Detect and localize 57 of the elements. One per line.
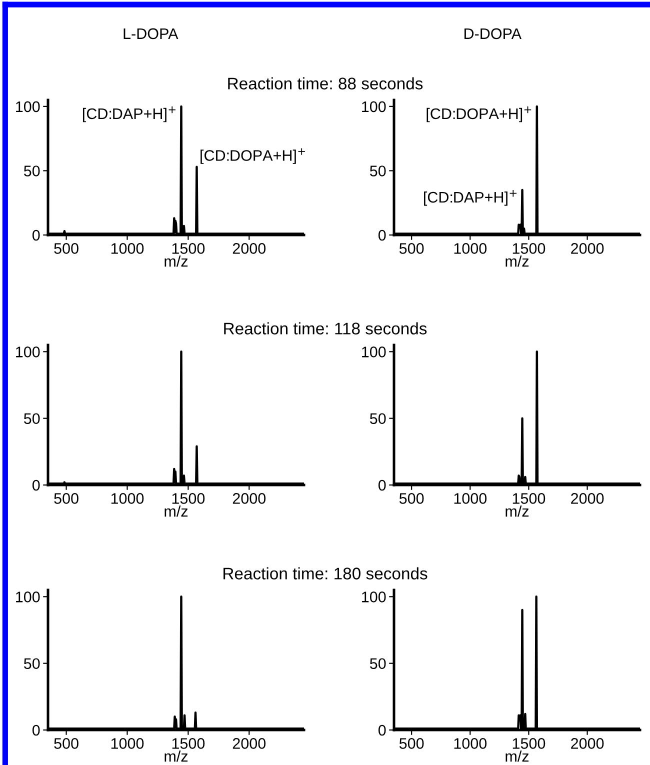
x-tick-label: 1000 xyxy=(111,738,144,749)
y-tick-label: 0 xyxy=(378,724,386,736)
y-tick-label: 100 xyxy=(362,101,386,112)
chart-subtitle: Reaction time: 88 seconds xyxy=(228,77,423,90)
x-axis-title: m/z xyxy=(506,255,529,267)
y-tick-label: 100 xyxy=(16,592,40,602)
annotation: [CD:DOPA+H]$^{+}$ xyxy=(200,148,305,164)
x-axis-title: m/z xyxy=(164,255,188,267)
x-axis-title: m/z xyxy=(164,505,188,517)
x-tick-label: 500 xyxy=(54,493,78,504)
y-tick-label: 100 xyxy=(362,346,386,358)
y-tick-label: 50 xyxy=(370,413,386,424)
x-tick-label: 500 xyxy=(54,243,78,254)
y-tick-label: 50 xyxy=(24,658,40,670)
annotation: [CD:DOPA+H]$^{+}$ xyxy=(426,106,532,122)
y-tick-label: 50 xyxy=(370,166,386,176)
x-tick-label: 2000 xyxy=(232,243,266,254)
y-tick-label: 50 xyxy=(24,413,40,424)
y-tick-label: 0 xyxy=(32,230,40,241)
annotation: [CD:DAP+H]$^{+}$ xyxy=(424,190,516,206)
x-tick-label: 2000 xyxy=(232,493,266,504)
annotation: [CD:DAP+H]$^{+}$ xyxy=(82,106,176,122)
x-tick-label: 1500 xyxy=(172,738,205,749)
y-tick-label: 50 xyxy=(24,166,40,176)
x-tick-label: 2000 xyxy=(232,738,266,749)
chart-subtitle: Reaction time: 118 seconds xyxy=(224,322,427,334)
x-tick-label: 1000 xyxy=(111,493,144,504)
y-tick-label: 0 xyxy=(378,230,386,241)
x-tick-label: 500 xyxy=(399,243,424,254)
y-tick-label: 0 xyxy=(378,480,386,491)
x-tick-label: 500 xyxy=(399,493,424,504)
chart-title: D-DOPA xyxy=(464,28,522,40)
y-tick-label: 0 xyxy=(32,480,40,491)
y-tick-label: 100 xyxy=(16,101,40,112)
x-tick-label: 1000 xyxy=(454,493,487,504)
x-tick-label: 1500 xyxy=(512,243,546,254)
y-tick-label: 100 xyxy=(362,592,386,602)
x-tick-label: 500 xyxy=(399,738,424,749)
x-tick-label: 2000 xyxy=(571,738,604,749)
x-tick-label: 1000 xyxy=(454,243,487,254)
y-tick-label: 0 xyxy=(32,724,40,736)
chart-title: L-DOPA xyxy=(124,28,178,40)
x-axis-title: m/z xyxy=(164,750,188,762)
x-tick-label: 2000 xyxy=(571,243,604,254)
x-tick-label: 500 xyxy=(54,738,78,749)
y-tick-label: 50 xyxy=(370,658,386,670)
x-tick-label: 2000 xyxy=(571,493,604,504)
x-tick-label: 1500 xyxy=(512,493,546,504)
x-tick-label: 1500 xyxy=(512,738,546,749)
x-tick-label: 1500 xyxy=(172,493,205,504)
y-tick-label: 100 xyxy=(16,346,40,358)
x-tick-label: 1000 xyxy=(111,243,144,254)
x-tick-label: 1500 xyxy=(172,243,205,254)
x-tick-label: 1000 xyxy=(454,738,487,749)
x-axis-title: m/z xyxy=(506,750,529,762)
chart-subtitle: Reaction time: 180 seconds xyxy=(224,567,428,580)
x-axis-title: m/z xyxy=(506,505,529,517)
